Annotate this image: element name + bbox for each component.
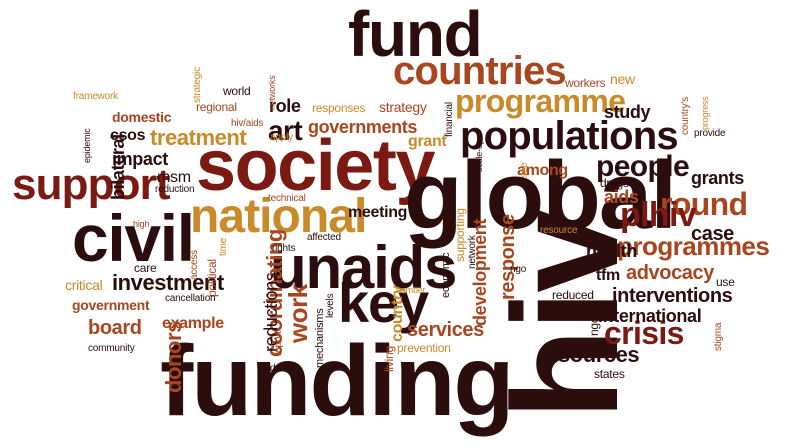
word-report: report xyxy=(273,331,284,356)
word-role: role xyxy=(269,96,301,116)
word-plhiv: plhiv xyxy=(620,196,697,234)
word-health: health xyxy=(586,241,637,261)
word-number: number xyxy=(396,285,426,295)
word-new: new xyxy=(610,71,635,87)
word-governments: governments xyxy=(308,117,418,137)
word-prevention: prevention xyxy=(397,341,451,355)
word-round: round xyxy=(660,186,748,222)
word-society: society xyxy=(196,126,436,206)
word-reduction: reduction xyxy=(155,184,195,195)
word-strategic: strategic xyxy=(192,67,203,103)
word-unaids: unaids xyxy=(270,234,457,301)
word-progress: progress xyxy=(700,96,710,130)
word-art: art xyxy=(268,115,303,146)
word-people: people xyxy=(596,150,690,183)
word-financial: financial xyxy=(444,102,455,137)
word-strategy: strategy xyxy=(379,99,427,115)
word-network: network xyxy=(467,235,478,269)
word-grants: grants xyxy=(691,168,744,188)
word-resources: resources xyxy=(538,342,640,367)
word-domestic: domestic xyxy=(112,109,172,125)
word-funding: funding xyxy=(160,325,515,437)
word-grant: grant xyxy=(408,133,447,150)
word-framework: framework xyxy=(73,91,118,102)
word-crisis: crisis xyxy=(604,315,684,351)
word-key: key xyxy=(338,271,429,334)
word-critical: critical xyxy=(65,277,103,293)
word-advocacy: advocacy xyxy=(626,262,714,284)
word-response: response xyxy=(497,214,519,300)
word-countrys: country's xyxy=(680,97,691,135)
word-scale-up: scale-up xyxy=(474,139,484,172)
word-high: high xyxy=(133,219,150,229)
word-support: support xyxy=(12,160,170,209)
word-services: services xyxy=(407,319,484,341)
word-interventions: interventions xyxy=(612,285,733,307)
word-countries: countries xyxy=(393,49,567,93)
word-use: use xyxy=(716,275,735,289)
word-national: national xyxy=(190,190,367,243)
word-programme: programme xyxy=(455,83,626,119)
word-board: board xyxy=(88,317,142,339)
word-economic: economic xyxy=(440,252,452,298)
word-states: states xyxy=(594,367,625,381)
word-global: global xyxy=(404,142,677,249)
word-impact: impact xyxy=(112,149,168,169)
word-case: case xyxy=(691,223,734,245)
word-civil: civil xyxy=(72,201,195,275)
word-msm: msm xyxy=(157,169,191,186)
word-drugs: drugs xyxy=(600,176,629,190)
word-aids: aids xyxy=(604,187,639,207)
word-rights: rights xyxy=(272,243,296,254)
word-reduced: reduced xyxy=(552,288,594,302)
word-ngos: ngos xyxy=(587,310,601,336)
word-affected: affected xyxy=(307,232,341,243)
word-regional: regional xyxy=(196,100,237,114)
word-see: see xyxy=(519,162,530,178)
word-donor: donor xyxy=(270,363,295,374)
word-workers: workers xyxy=(565,76,606,90)
word-living: living xyxy=(382,346,396,372)
word-work: work xyxy=(283,284,313,343)
word-provide: provide xyxy=(694,128,726,139)
word-ngo: ngo xyxy=(510,264,527,275)
word-programmes: programmes xyxy=(617,231,770,261)
word-responses: responses xyxy=(312,101,366,115)
word-access: access xyxy=(189,250,200,280)
word-treatment: treatment xyxy=(150,125,247,150)
word-world: world xyxy=(223,84,251,98)
word-resource: resource xyxy=(540,225,578,236)
word-community: community xyxy=(88,343,135,354)
word-csos: csos xyxy=(110,127,146,144)
word-time: time xyxy=(218,237,229,256)
word-government: government xyxy=(72,297,150,313)
word-hiv-aids: hiv/aids xyxy=(231,118,264,129)
word-bilateral: bilateral xyxy=(108,134,128,200)
word-apply: apply xyxy=(270,132,293,143)
word-example: example xyxy=(162,315,224,332)
word-fund: fund xyxy=(348,0,483,70)
word-networks: networks xyxy=(267,75,277,110)
word-levels: levels xyxy=(325,293,336,318)
word-among: among xyxy=(517,162,568,179)
word-investment: investment xyxy=(112,270,224,295)
word-international: international xyxy=(598,306,702,326)
word-stigma: stigma xyxy=(713,322,724,351)
word-technical: technical xyxy=(268,193,306,204)
word-supporting: supporting xyxy=(453,208,467,262)
word-study: study xyxy=(604,102,651,122)
word-meeting: meeting xyxy=(348,204,408,221)
word-political: political xyxy=(205,259,219,297)
word-care: care xyxy=(134,261,157,275)
word-tfm: tfm xyxy=(596,267,620,284)
word-cancellation: cancellation xyxy=(165,293,216,304)
word-epidemic: epidemic xyxy=(82,128,92,163)
word-populations: populations xyxy=(460,114,679,158)
